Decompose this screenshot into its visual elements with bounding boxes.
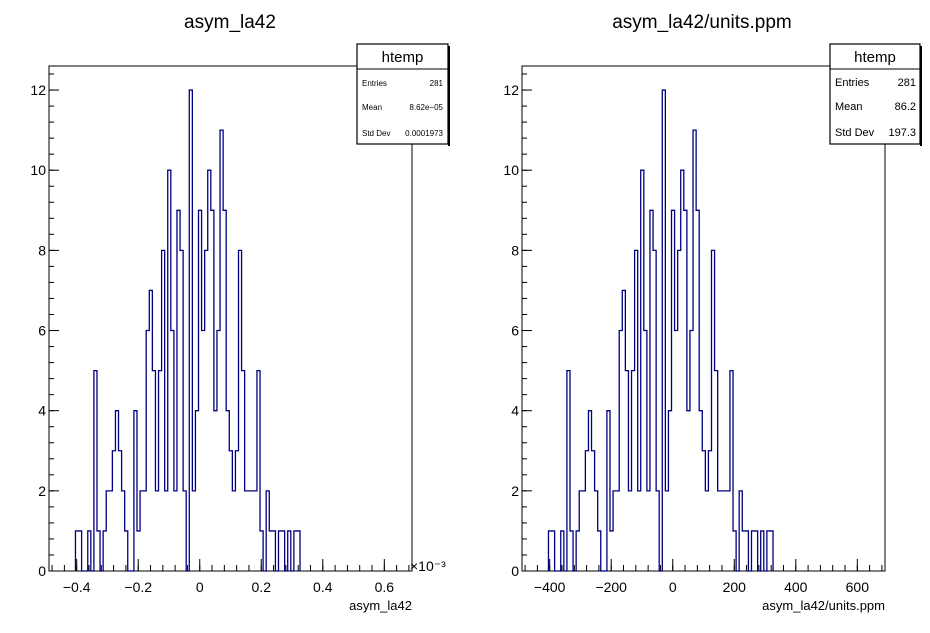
y-axis: 0 2 4 6 8 10 12: [30, 73, 59, 579]
y-tick-label: 10: [503, 162, 519, 178]
x-axis: −400 −200 0 200 400 600: [524, 559, 883, 595]
y-tick-label: 4: [38, 403, 46, 419]
y-tick-label: 2: [511, 483, 519, 499]
x-tick-label: 200: [723, 579, 747, 595]
stats-stddev-label: Std Dev: [362, 129, 390, 138]
y-tick-label: 0: [38, 563, 46, 579]
chart-title: asym_la42/units.ppm: [612, 12, 792, 33]
stats-entries-value: 281: [898, 77, 916, 89]
x-tick-label: 0.6: [375, 579, 395, 595]
stats-box: htemp Entries 281 Mean 86.2 Std Dev 197.…: [829, 43, 922, 146]
stats-mean-label: Mean: [835, 101, 863, 113]
stats-box: htemp Entries 281 Mean 8.62e−05 Std Dev …: [356, 43, 450, 146]
x-tick-label: −200: [595, 579, 627, 595]
stats-stddev-label: Std Dev: [835, 127, 875, 139]
stats-mean-label: Mean: [362, 103, 382, 112]
x-exponent-label: ×10⁻³: [410, 558, 446, 574]
y-tick-label: 8: [38, 242, 46, 258]
x-tick-label: 400: [784, 579, 808, 595]
y-tick-label: 0: [511, 563, 519, 579]
y-axis: 0 2 4 6 8 10 12: [503, 73, 532, 579]
plot-frame: [48, 65, 413, 572]
y-tick-label: 6: [511, 323, 519, 339]
y-tick-label: 8: [511, 242, 519, 258]
x-axis: −0.4 −0.2 0 0.2 0.4 0.6: [51, 559, 410, 595]
stats-stddev-value: 197.3: [888, 127, 916, 139]
y-tick-label: 12: [503, 82, 519, 98]
y-tick-label: 12: [30, 82, 46, 98]
stats-entries-label: Entries: [362, 79, 387, 88]
stats-box-shadow: [920, 46, 922, 146]
stats-box-shadow: [448, 46, 450, 146]
plot-frame: [521, 65, 886, 572]
left-histogram-pad: asym_la42 0 2 4 6 8 10 12 −0.4 −0.2 0 0.2 0.4 0.6 ×…: [30, 12, 450, 613]
y-tick-label: 6: [38, 323, 46, 339]
chart-title: asym_la42: [184, 12, 276, 33]
y-tick-label: 4: [511, 403, 519, 419]
y-tick-label: 10: [30, 162, 46, 178]
x-axis-title: asym_la42: [349, 598, 412, 613]
x-tick-label: −0.4: [63, 579, 91, 595]
stats-stddev-value: 0.0001973: [405, 129, 443, 138]
stats-box-frame: [356, 43, 449, 145]
stats-entries-label: Entries: [835, 77, 870, 89]
x-tick-label: −0.2: [124, 579, 152, 595]
x-tick-label: 0: [196, 579, 204, 595]
stats-name: htemp: [382, 49, 424, 66]
x-tick-label: 0: [669, 579, 677, 595]
histogram-line: [74, 89, 301, 572]
right-histogram-pad: asym_la42/units.ppm 0 2 4 6 8 10 12 −400 −200 0 2…: [503, 12, 922, 613]
x-axis-title: asym_la42/units.ppm: [762, 598, 885, 613]
x-tick-label: 0.4: [313, 579, 333, 595]
stats-mean-value: 86.2: [895, 101, 916, 113]
x-tick-label: 600: [846, 579, 870, 595]
stats-mean-value: 8.62e−05: [409, 103, 443, 112]
x-tick-label: 0.2: [252, 579, 272, 595]
y-tick-label: 2: [38, 483, 46, 499]
stats-name: htemp: [854, 49, 896, 66]
stats-entries-value: 281: [430, 79, 444, 88]
x-tick-label: −400: [534, 579, 566, 595]
histogram-line: [547, 89, 774, 572]
